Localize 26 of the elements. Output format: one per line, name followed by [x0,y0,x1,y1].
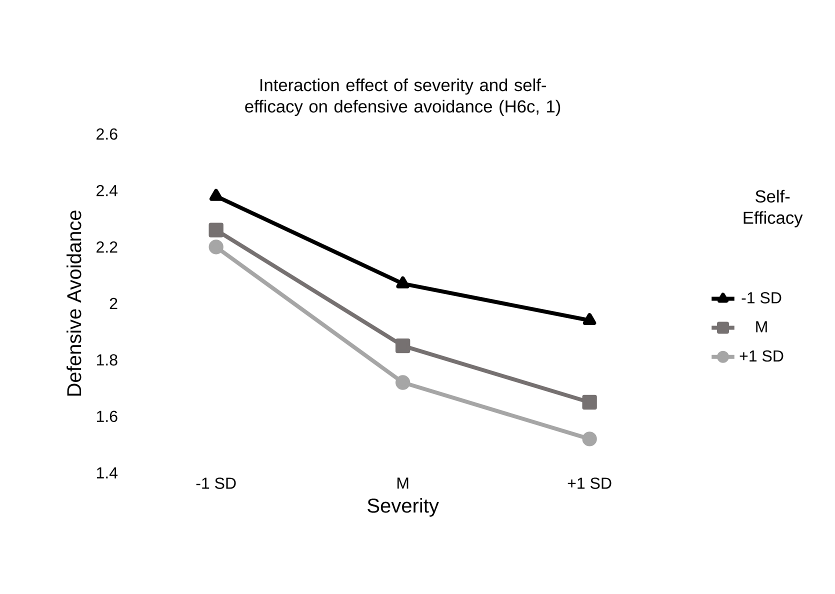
point [582,394,597,410]
x-axis-title: Severity [368,498,439,517]
legend-label: -1 SD [742,292,782,304]
legend-title: Self-Efficacy [744,190,803,228]
point [582,432,597,446]
point [395,338,410,354]
x-tick-label: +1 SD [568,477,612,489]
y-tick-label: 2.4 [96,184,118,196]
y-axis-title: Defensive Avoidance [66,210,82,396]
y-tick-label: 1.8 [96,354,118,366]
chart-title: Interaction effect of severity and self-efficacy on defensive avoidance (H6c, 1) [245,78,560,116]
x-tick-label: M [397,477,408,488]
y-tick-label: 2.2 [96,241,118,252]
y-tick-label: 1.4 [96,467,118,478]
point [582,312,596,325]
point [396,276,410,288]
point [395,375,410,390]
legend-label: +1 SD [740,350,784,362]
y-tick-label: 2 [110,298,118,309]
x-tick-label: -1 SD [196,477,236,489]
point [208,240,224,254]
y-tick-label: 1.6 [96,410,118,422]
point [209,188,223,201]
y-tick-label: 2.6 [96,128,118,140]
point [208,222,224,238]
legend-label: M [756,321,767,332]
